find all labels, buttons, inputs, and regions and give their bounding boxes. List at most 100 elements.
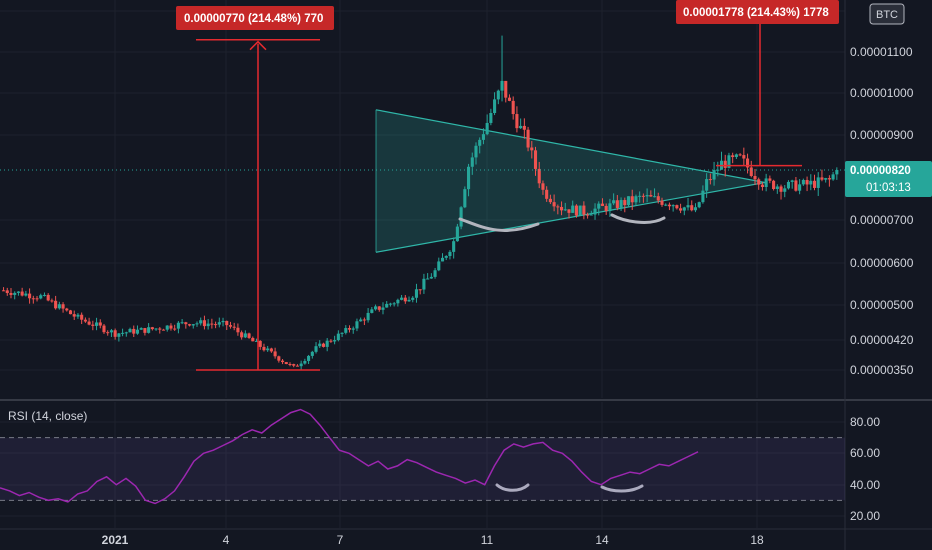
candle-body[interactable] [225, 320, 229, 326]
candle-body[interactable] [314, 346, 318, 352]
candle-body[interactable] [240, 332, 244, 338]
candle-body[interactable] [548, 198, 552, 203]
candle-body[interactable] [574, 205, 578, 216]
rounding-bottom-annotation-2[interactable] [610, 213, 666, 224]
candle-body[interactable] [812, 180, 817, 188]
candle-body[interactable] [667, 204, 671, 207]
candle-body[interactable] [288, 363, 292, 365]
candle-body[interactable] [35, 298, 39, 300]
candle-body[interactable] [269, 348, 273, 352]
candle-body[interactable] [690, 205, 694, 211]
candle-body[interactable] [560, 206, 564, 211]
candle-body[interactable] [693, 207, 698, 211]
candle-body[interactable] [630, 196, 634, 203]
candle-body[interactable] [422, 278, 426, 290]
candle-body[interactable] [682, 207, 686, 211]
candle-body[interactable] [228, 325, 233, 327]
candle-body[interactable] [128, 328, 132, 333]
candle-body[interactable] [712, 170, 716, 180]
candle-body[interactable] [504, 80, 508, 98]
candle-body[interactable] [2, 290, 6, 292]
candle-body[interactable] [318, 343, 322, 347]
candle-body[interactable] [593, 208, 597, 215]
candle-body[interactable] [615, 200, 619, 208]
candle-body[interactable] [199, 320, 203, 324]
candle-body[interactable] [831, 174, 835, 180]
candle-body[interactable] [835, 170, 839, 175]
candle-body[interactable] [749, 167, 753, 177]
candle-body[interactable] [329, 340, 333, 342]
candle-body[interactable] [656, 196, 660, 201]
candle-body[interactable] [388, 303, 392, 305]
candle-body[interactable] [701, 190, 705, 203]
candle-body[interactable] [604, 205, 608, 212]
candle-body[interactable] [42, 294, 47, 296]
candle-body[interactable] [608, 203, 612, 212]
candle-body[interactable] [98, 322, 102, 326]
candle-body[interactable] [221, 320, 225, 323]
candle-body[interactable] [537, 168, 541, 184]
candle-body[interactable] [619, 200, 623, 208]
candle-body[interactable] [374, 306, 378, 310]
candle-body[interactable] [448, 251, 452, 256]
candle-body[interactable] [507, 97, 512, 101]
candle-body[interactable] [57, 304, 61, 309]
candle-body[interactable] [217, 322, 221, 325]
candle-body[interactable] [173, 328, 177, 330]
candle-body[interactable] [351, 328, 355, 330]
candle-body[interactable] [511, 100, 515, 115]
candle-body[interactable] [418, 289, 422, 291]
candle-body[interactable] [452, 241, 456, 252]
candle-body[interactable] [708, 179, 712, 181]
candle-body[interactable] [664, 204, 668, 206]
candle-body[interactable] [117, 333, 121, 337]
candle-body[interactable] [258, 340, 262, 347]
candle-body[interactable] [325, 340, 329, 347]
candle-body[interactable] [526, 129, 530, 148]
candle-body[interactable] [392, 303, 396, 305]
candle-body[interactable] [13, 292, 17, 295]
candle-body[interactable] [444, 255, 448, 258]
candle-body[interactable] [556, 206, 560, 208]
candle-body[interactable] [214, 324, 218, 326]
candle-body[interactable] [634, 196, 638, 203]
rsi-line[interactable] [0, 408, 699, 505]
candle-body[interactable] [243, 333, 247, 338]
candle-body[interactable] [102, 325, 106, 333]
measure-tool[interactable] [196, 24, 802, 371]
candle-body[interactable] [723, 160, 727, 168]
candle-body[interactable] [641, 195, 645, 197]
candle-body[interactable] [489, 113, 493, 123]
candle-body[interactable] [154, 328, 158, 330]
candle-body[interactable] [768, 178, 772, 181]
triangle-lower-trendline[interactable] [375, 181, 766, 253]
candle-body[interactable] [478, 139, 482, 146]
candle-body[interactable] [433, 270, 437, 277]
candle-body[interactable] [251, 337, 255, 342]
candle-body[interactable] [612, 200, 616, 204]
candle-body[interactable] [493, 99, 497, 114]
candle-body[interactable] [653, 196, 657, 198]
candle-body[interactable] [623, 200, 627, 206]
candle-body[interactable] [161, 329, 166, 331]
candle-body[interactable] [764, 178, 768, 188]
candle-body[interactable] [541, 183, 545, 190]
candle-body[interactable] [370, 309, 374, 313]
candle-body[interactable] [760, 184, 764, 188]
candle-body[interactable] [403, 297, 407, 302]
candle-body[interactable] [202, 320, 206, 327]
candle-body[interactable] [753, 176, 757, 180]
candle-body[interactable] [824, 178, 828, 180]
candle-body[interactable] [355, 321, 359, 329]
candle-body[interactable] [143, 328, 147, 333]
candlestick-series[interactable] [0, 35, 845, 370]
candle-body[interactable] [87, 321, 91, 325]
candle-body[interactable] [571, 205, 575, 213]
candle-body[interactable] [310, 351, 314, 356]
candle-body[interactable] [790, 180, 794, 182]
candle-body[interactable] [716, 169, 720, 171]
candle-body[interactable] [589, 214, 593, 216]
candle-body[interactable] [273, 351, 277, 357]
candle-body[interactable] [340, 332, 344, 334]
